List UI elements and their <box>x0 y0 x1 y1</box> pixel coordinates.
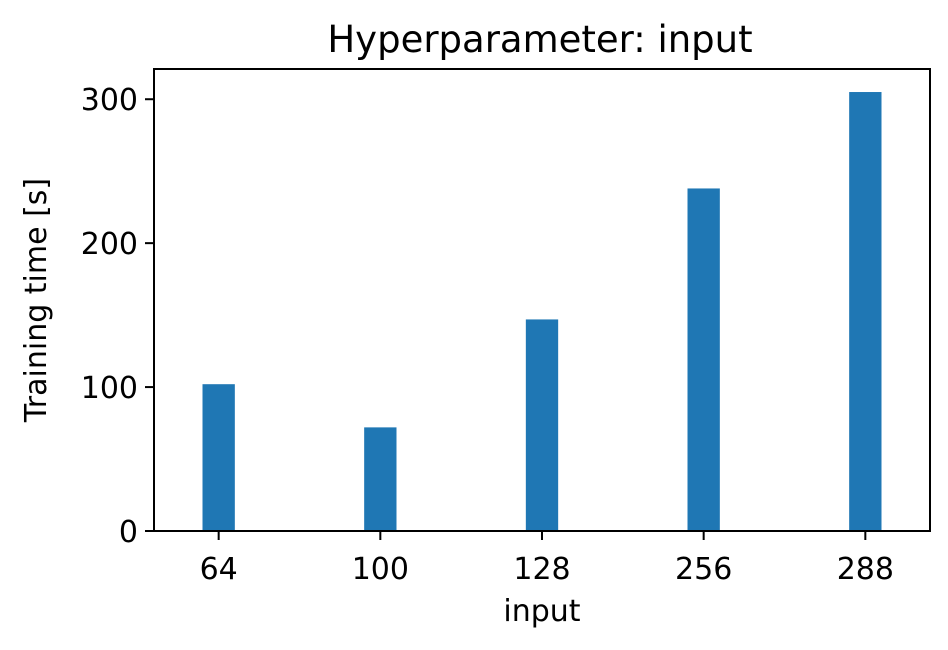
x-axis-label: input <box>503 594 580 629</box>
bars-group <box>202 92 882 531</box>
x-axis: 64 100 128 256 288 <box>200 531 894 587</box>
bar-64 <box>202 384 235 531</box>
y-axis-label: Training time [s] <box>19 178 54 423</box>
y-tick-label: 100 <box>81 371 138 406</box>
x-tick-label: 128 <box>513 552 570 587</box>
x-tick-label: 64 <box>200 552 238 587</box>
plot-frame <box>153 68 931 532</box>
bar-128 <box>525 319 559 531</box>
y-tick-label: 200 <box>81 227 138 262</box>
y-axis: 0 100 200 300 <box>81 83 154 550</box>
y-tick-label: 300 <box>81 83 138 118</box>
x-tick-label: 256 <box>675 552 732 587</box>
chart-title: Hyperparameter: input <box>327 18 752 61</box>
y-tick-label: 0 <box>119 515 138 550</box>
bar-100 <box>364 427 397 531</box>
x-tick-label: 288 <box>837 552 894 587</box>
bar-288 <box>849 92 882 531</box>
x-tick-label: 100 <box>352 552 409 587</box>
bar-256 <box>687 188 720 531</box>
